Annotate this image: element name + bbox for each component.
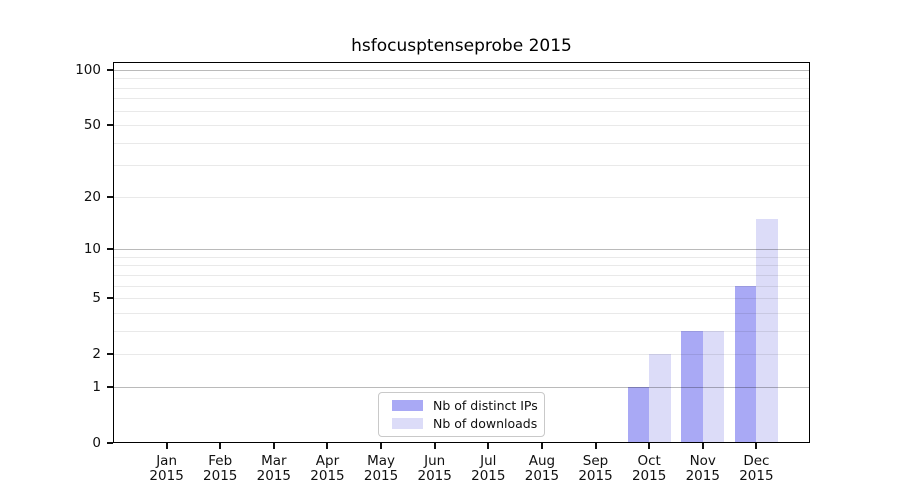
x-tick-year: 2015 [524, 467, 560, 484]
x-tick-mark-oct [648, 443, 651, 449]
x-tick-month: Nov [689, 453, 716, 469]
y-tick-label-2: 2 [92, 346, 101, 363]
x-tick-mark-dec [755, 443, 758, 449]
bar-downloads-oct [649, 354, 671, 443]
gridline-minor-9 [113, 256, 810, 258]
gridline-major-1 [113, 386, 810, 388]
x-tick-month: Oct [637, 453, 661, 469]
bar-distinct-ips-oct [627, 386, 650, 443]
x-tick-mark-jun [433, 443, 436, 449]
x-tick-year: 2015 [739, 467, 774, 484]
chart-title: hsfocusptenseprobe 2015 [351, 36, 572, 56]
y-tick-label-5: 5 [92, 290, 101, 307]
x-tick-year: 2015 [578, 467, 613, 484]
gridline-minor-40 [113, 142, 810, 144]
bar-downloads-dec [756, 218, 778, 443]
x-tick-mark-jan [165, 443, 168, 449]
bar-downloads-nov [702, 330, 725, 443]
x-tick-month: Sep [582, 453, 609, 469]
gridline-minor-50 [113, 125, 810, 127]
gridline-minor-3 [113, 330, 810, 332]
gridline-minor-7 [113, 274, 810, 276]
gridline-major-100 [113, 70, 810, 71]
legend: Nb of distinct IPs Nb of downloads [378, 392, 545, 437]
x-tick-label-mar: Mar 2015 [242, 454, 306, 483]
x-tick-year: 2015 [310, 467, 345, 484]
x-tick-month: Jun [424, 453, 446, 469]
bar-distinct-ips-dec [734, 285, 757, 443]
y-tick-mark-50 [107, 124, 113, 127]
y-tick-label-1: 1 [92, 378, 101, 395]
x-tick-mark-sep [594, 443, 597, 449]
x-tick-label-jan: Jan 2015 [135, 454, 199, 483]
y-tick-label-20: 20 [83, 188, 101, 205]
y-tick-mark-10 [107, 248, 113, 251]
x-tick-label-jun: Jun 2015 [403, 454, 467, 483]
x-tick-mark-aug [540, 443, 543, 449]
y-tick-mark-2 [107, 353, 113, 356]
x-tick-year: 2015 [417, 467, 452, 484]
y-tick-label-10: 10 [83, 241, 101, 258]
x-tick-label-jul: Jul 2015 [456, 454, 520, 483]
x-tick-month: Aug [528, 453, 556, 469]
bar-distinct-ips-nov [681, 330, 703, 443]
x-tick-mark-may [380, 443, 383, 449]
gridline-minor-60 [113, 110, 810, 112]
x-tick-mark-nov [701, 443, 704, 449]
legend-label-distinct-ips: Nb of distinct IPs [433, 398, 538, 413]
x-tick-mark-jul [487, 443, 490, 449]
x-tick-label-dec: Dec 2015 [724, 454, 788, 483]
gridline-minor-4 [113, 312, 810, 314]
y-tick-label-50: 50 [83, 117, 101, 134]
x-tick-month: Dec [743, 453, 770, 469]
x-tick-month: Jan [156, 453, 178, 469]
gridline-minor-20 [113, 196, 810, 198]
gridline-minor-2 [113, 354, 810, 356]
x-tick-year: 2015 [685, 467, 720, 484]
x-tick-mark-feb [219, 443, 222, 449]
gridline-minor-90 [113, 78, 810, 80]
y-tick-mark-5 [107, 297, 113, 300]
x-tick-year: 2015 [471, 467, 506, 484]
x-tick-label-may: May 2015 [349, 454, 413, 483]
x-tick-month: Mar [261, 453, 287, 469]
x-tick-year: 2015 [256, 467, 292, 484]
y-tick-mark-0 [107, 442, 113, 444]
x-tick-mark-apr [326, 443, 329, 449]
x-tick-label-apr: Apr 2015 [295, 454, 359, 483]
x-tick-label-nov: Nov 2015 [671, 454, 735, 483]
gridline-minor-5 [113, 298, 810, 300]
x-tick-year: 2015 [149, 467, 184, 484]
gridline-major-10 [113, 249, 810, 251]
legend-item-downloads: Nb of downloads [379, 416, 544, 431]
y-tick-mark-100 [107, 69, 113, 71]
x-tick-label-aug: Aug 2015 [510, 454, 574, 483]
y-tick-label-100: 100 [75, 62, 101, 78]
x-tick-mark-mar [272, 443, 275, 449]
gridline-minor-80 [113, 87, 810, 89]
legend-item-distinct-ips: Nb of distinct IPs [379, 398, 544, 413]
legend-swatch-distinct-ips [392, 400, 423, 411]
x-tick-label-oct: Oct 2015 [617, 454, 681, 483]
x-tick-month: Apr [315, 453, 340, 469]
gridline-minor-8 [113, 265, 810, 267]
gridline-minor-6 [113, 285, 810, 287]
gridline-minor-30 [113, 165, 810, 167]
x-tick-label-sep: Sep 2015 [564, 454, 628, 483]
x-tick-month: Jul [480, 453, 497, 469]
x-tick-year: 2015 [631, 467, 667, 484]
x-tick-month: May [367, 453, 396, 469]
x-tick-month: Feb [208, 453, 233, 469]
gridline-minor-70 [113, 98, 810, 100]
y-tick-label-0: 0 [92, 435, 101, 451]
legend-label-downloads: Nb of downloads [433, 416, 538, 431]
x-tick-year: 2015 [363, 467, 399, 484]
x-tick-label-feb: Feb 2015 [188, 454, 252, 483]
legend-swatch-downloads [392, 418, 423, 429]
x-tick-year: 2015 [203, 467, 238, 484]
y-tick-mark-1 [107, 385, 113, 388]
y-tick-mark-20 [107, 195, 113, 198]
